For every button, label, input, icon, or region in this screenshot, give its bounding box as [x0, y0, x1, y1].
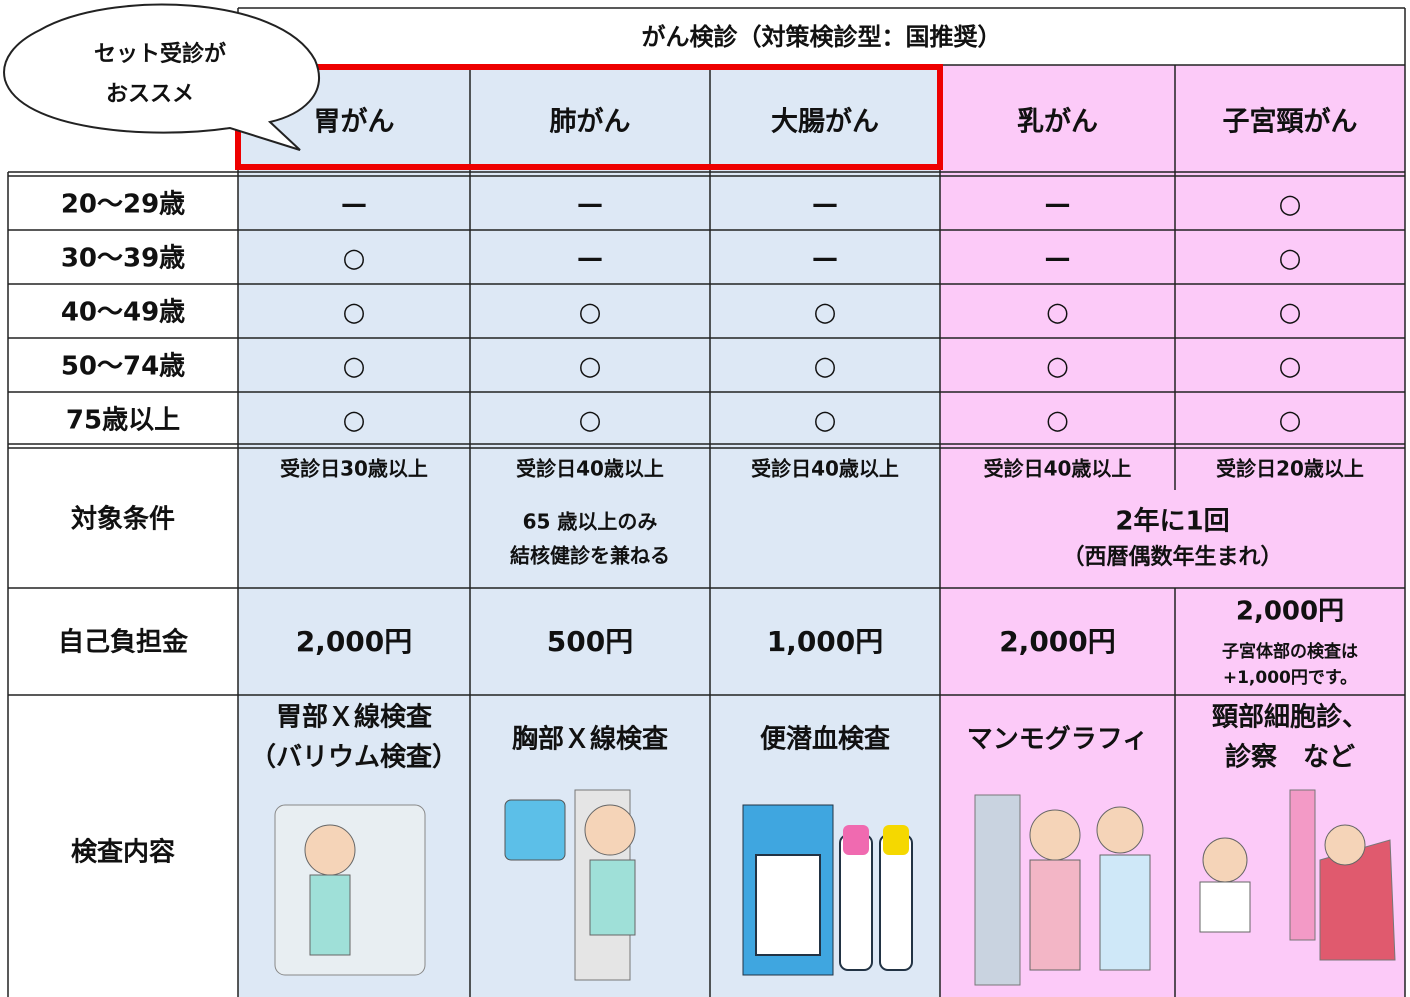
cell-mark: ○: [814, 298, 837, 328]
callout-text: セット受診が: [94, 41, 226, 67]
patient: [309, 874, 351, 956]
condition-shared: 2年に1回: [1115, 506, 1229, 537]
condition-note: 結核健診を兼ねる: [510, 544, 670, 568]
exam-name: 胸部Ｘ線検査: [512, 724, 668, 755]
tube-cap: [843, 825, 869, 855]
cell-mark: ○: [579, 352, 602, 382]
patient: [584, 804, 636, 856]
patient: [304, 824, 356, 876]
cell-mark: —: [1045, 244, 1071, 274]
patient: [1029, 809, 1081, 861]
cell-mark: ○: [343, 244, 366, 274]
cell-mark: ○: [1279, 298, 1302, 328]
fee: 2,000円: [999, 625, 1116, 658]
table-title: がん検診（対策検診型：国推奨）: [642, 23, 1002, 51]
cell-mark: ○: [1046, 406, 1069, 436]
fee: 2,000円: [296, 625, 413, 658]
cell-mark: ○: [1279, 244, 1302, 274]
cell-mark: ○: [343, 406, 366, 436]
condition-shared: （西暦偶数年生まれ）: [1062, 544, 1282, 570]
cell-mark: —: [1045, 190, 1071, 220]
cell-mark: ○: [343, 298, 366, 328]
row-label: 自己負担金: [58, 627, 189, 658]
condition: 受診日30歳以上: [280, 457, 428, 481]
column-header: 乳がん: [1017, 106, 1098, 138]
patient: [1029, 859, 1081, 971]
exam-name: 診察 など: [1225, 742, 1355, 773]
nurse: [1099, 854, 1151, 971]
exam-name: （バリウム検査）: [250, 743, 458, 773]
cell-mark: ○: [1279, 352, 1302, 382]
row-label: 40～49歳: [61, 298, 185, 328]
cell-mark: —: [812, 190, 838, 220]
exam-name: マンモグラフィ: [967, 725, 1148, 755]
cell-mark: —: [341, 190, 367, 220]
tube-cap: [883, 825, 909, 855]
cell-mark: ○: [814, 406, 837, 436]
illustrations: [274, 789, 1396, 986]
row-label: 対象条件: [71, 504, 175, 535]
row-label: 75歳以上: [66, 406, 180, 436]
fee-note: +1,000円です。: [1223, 668, 1357, 688]
column-header: 子宮頸がん: [1223, 106, 1358, 138]
exam-chair: [1319, 839, 1396, 961]
fee: 2,000円: [1236, 597, 1344, 627]
mammography-machine: [974, 794, 1021, 986]
speech-bubble: [3, 3, 320, 151]
tube: [839, 834, 873, 971]
row-label: 検査内容: [71, 837, 175, 868]
nurse: [1096, 806, 1144, 854]
condition: 受診日40歳以上: [516, 457, 664, 481]
column-header: 胃がん: [314, 106, 395, 138]
cell-mark: ○: [579, 298, 602, 328]
cell-mark: —: [812, 244, 838, 274]
row-label: 20～29歳: [61, 190, 185, 220]
doctor: [1199, 881, 1251, 933]
curtain: [1289, 789, 1316, 941]
exam-name: 便潜血検査: [760, 725, 890, 755]
fee: 1,000円: [767, 625, 884, 658]
kit-window: [755, 854, 821, 956]
cell-mark: ○: [1279, 406, 1302, 436]
callout-text: おススメ: [106, 82, 194, 107]
column-header: 肺がん: [550, 106, 631, 138]
cell-mark: ○: [814, 352, 837, 382]
tube: [879, 834, 913, 971]
cell-mark: ○: [1046, 298, 1069, 328]
cell-mark: ○: [343, 352, 366, 382]
fee: 500円: [547, 625, 633, 658]
cell-mark: ○: [579, 406, 602, 436]
cell-mark: ○: [1279, 190, 1302, 220]
patient: [589, 859, 636, 936]
fee-note: 子宮体部の検査は: [1222, 641, 1358, 662]
condition: 受診日40歳以上: [751, 457, 899, 481]
column-header: 大腸がん: [771, 106, 879, 138]
xray-film: [504, 799, 566, 861]
condition: 受診日40歳以上: [984, 457, 1132, 481]
cell-mark: —: [577, 190, 603, 220]
exam-name: 胃部Ｘ線検査: [276, 702, 432, 733]
row-label: 30～39歳: [61, 244, 185, 274]
condition-note: 65 歳以上のみ: [523, 510, 658, 534]
cell-mark: ○: [1046, 352, 1069, 382]
patient: [1324, 824, 1366, 866]
row-label: 50～74歳: [61, 352, 185, 382]
cell-mark: —: [577, 244, 603, 274]
exam-name: 頸部細胞診、: [1212, 702, 1368, 733]
doctor: [1202, 837, 1248, 883]
condition: 受診日20歳以上: [1216, 457, 1364, 481]
